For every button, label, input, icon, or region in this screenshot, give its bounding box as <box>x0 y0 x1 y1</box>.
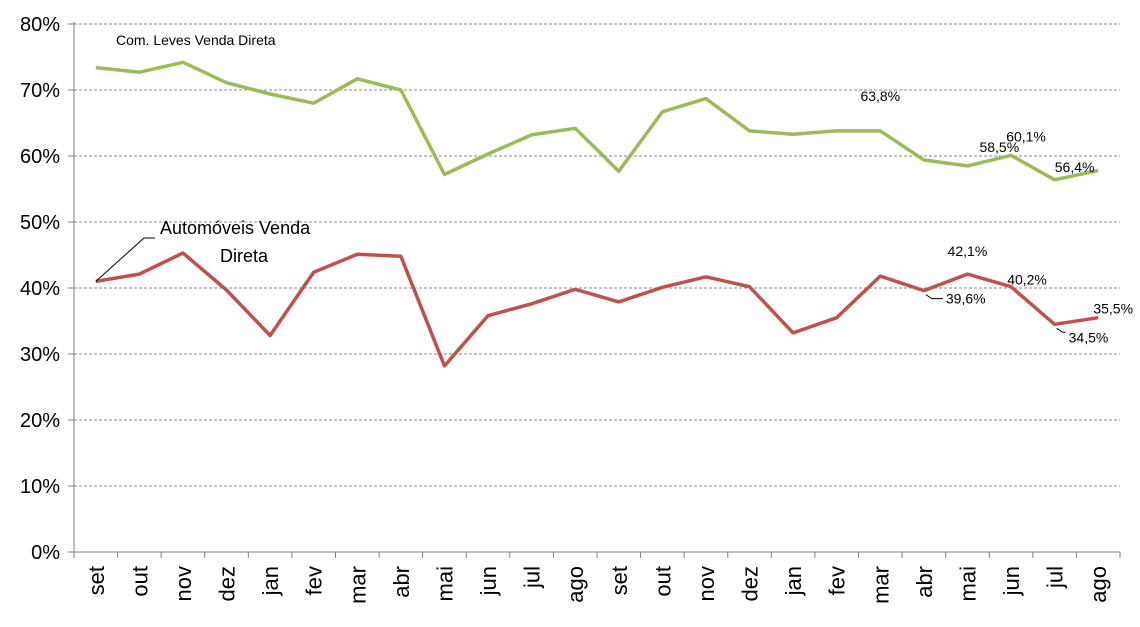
y-tick-label: 60% <box>20 146 60 168</box>
data-label: 58,5% <box>979 139 1019 155</box>
y-tick-label: 10% <box>20 476 60 498</box>
data-label: 35,5% <box>1093 301 1133 317</box>
x-tick-label: jun <box>476 566 501 596</box>
data-label: 42,1% <box>948 243 988 259</box>
series-lines <box>95 60 1099 368</box>
data-label: 34,5% <box>1069 329 1109 345</box>
x-tick-label: nov <box>694 566 719 601</box>
y-tick-label: 70% <box>20 80 60 102</box>
series-name-label-continued: Direta <box>220 246 269 266</box>
series-line-0 <box>95 60 1099 182</box>
y-tick-label: 40% <box>20 278 60 300</box>
x-tick-label: mar <box>345 566 370 604</box>
x-tick-label: mai <box>432 566 457 601</box>
x-tick-label: mar <box>868 566 893 604</box>
data-label: 56,4% <box>1055 159 1095 175</box>
series-name-leader <box>95 237 155 282</box>
y-tick-label: 20% <box>20 410 60 432</box>
series-name-labels: Com. Leves Venda Direta Automóveis Venda D… <box>95 32 311 282</box>
data-label: 63,8% <box>860 88 900 104</box>
x-tick-label: set <box>84 566 109 595</box>
series-name-label: Com. Leves Venda Direta <box>116 32 276 48</box>
x-tick-label: out <box>650 566 675 597</box>
x-axis-ticks: set out nov dez jan fev mar abr mai jun jul ago set o… <box>84 566 1111 604</box>
y-tick-label: 0% <box>31 542 60 564</box>
y-tick-label: 80% <box>20 14 60 36</box>
data-label-leader <box>1056 327 1066 333</box>
x-tick-label: abr <box>912 566 937 598</box>
x-tick-label: jun <box>999 566 1024 596</box>
data-label: 60,1% <box>1006 128 1046 144</box>
data-label-leader <box>925 294 943 300</box>
x-tick-label: nov <box>171 566 196 601</box>
grid-lines <box>74 23 1120 487</box>
data-label: 39,6% <box>946 291 986 307</box>
x-tick-label: dez <box>215 566 240 601</box>
x-tick-label: out <box>127 566 152 597</box>
x-tick-label: jan <box>258 566 283 596</box>
x-tick-label: abr <box>389 566 414 598</box>
series-line-1 <box>95 251 1099 368</box>
y-tick-label: 50% <box>20 212 60 234</box>
x-tick-label: set <box>607 566 632 595</box>
x-tick-label: fev <box>825 566 850 595</box>
x-tick-label: dez <box>738 566 763 601</box>
x-tick-label: jan <box>781 566 806 596</box>
series-name-label: Automóveis Venda <box>160 218 311 238</box>
y-axis-ticks: 0% 10% 20% 30% 40% 50% 60% 70% 80% <box>20 14 60 564</box>
x-tick-label: jul <box>1043 566 1068 589</box>
data-labels: 63,8% 58,5%60,1% 56,4% 39,6% 42,1% 40,2% 34,5%… <box>860 88 1133 345</box>
axes <box>68 22 1121 558</box>
x-tick-label: ago <box>1086 566 1111 603</box>
x-tick-label: jul <box>520 566 545 589</box>
x-tick-label: mai <box>955 566 980 601</box>
y-tick-label: 30% <box>20 344 60 366</box>
x-tick-label: ago <box>563 566 588 603</box>
data-label: 40,2% <box>1007 272 1047 288</box>
x-tick-label: fev <box>302 566 327 595</box>
